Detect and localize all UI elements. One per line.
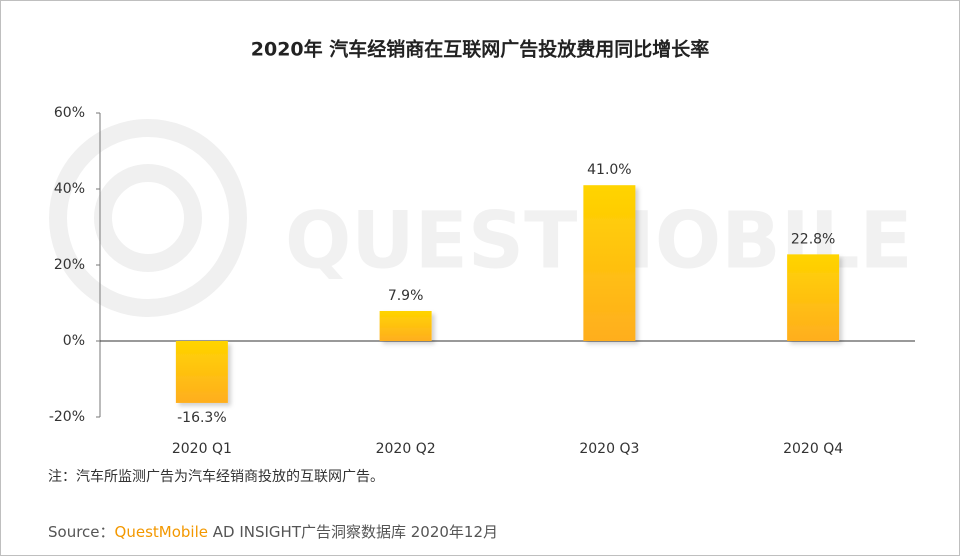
- source-brand: QuestMobile: [115, 523, 208, 541]
- y-tick-label: 20%: [54, 257, 85, 273]
- chart-title: 2020年 汽车经销商在互联网广告投放费用同比增长率: [251, 38, 710, 61]
- x-tick-label: 2020 Q3: [579, 441, 639, 457]
- y-tick-label: 40%: [54, 181, 85, 197]
- value-label: -16.3%: [177, 410, 227, 426]
- y-tick-label: -20%: [49, 409, 85, 425]
- note: 注：汽车所监测广告为汽车经销商投放的互联网广告。: [48, 468, 384, 485]
- y-tick-label: 0%: [63, 333, 85, 349]
- y-tick-label: 60%: [54, 105, 85, 121]
- source-prefix: Source：: [48, 523, 115, 541]
- x-tick-label: 2020 Q4: [783, 441, 843, 457]
- bar: [583, 185, 636, 341]
- watermark-logo: [49, 119, 247, 317]
- bar: [175, 341, 228, 403]
- x-tick-label: 2020 Q1: [172, 441, 232, 457]
- value-label: 41.0%: [587, 162, 631, 178]
- source: Source：QuestMobile AD INSIGHT广告洞察数据库 202…: [48, 523, 498, 541]
- x-tick-label: 2020 Q2: [376, 441, 436, 457]
- value-label: 22.8%: [791, 231, 835, 247]
- source-rest: AD INSIGHT广告洞察数据库 2020年12月: [208, 523, 498, 541]
- bar: [379, 310, 432, 341]
- bar: [787, 254, 840, 341]
- value-label: 7.9%: [388, 288, 424, 304]
